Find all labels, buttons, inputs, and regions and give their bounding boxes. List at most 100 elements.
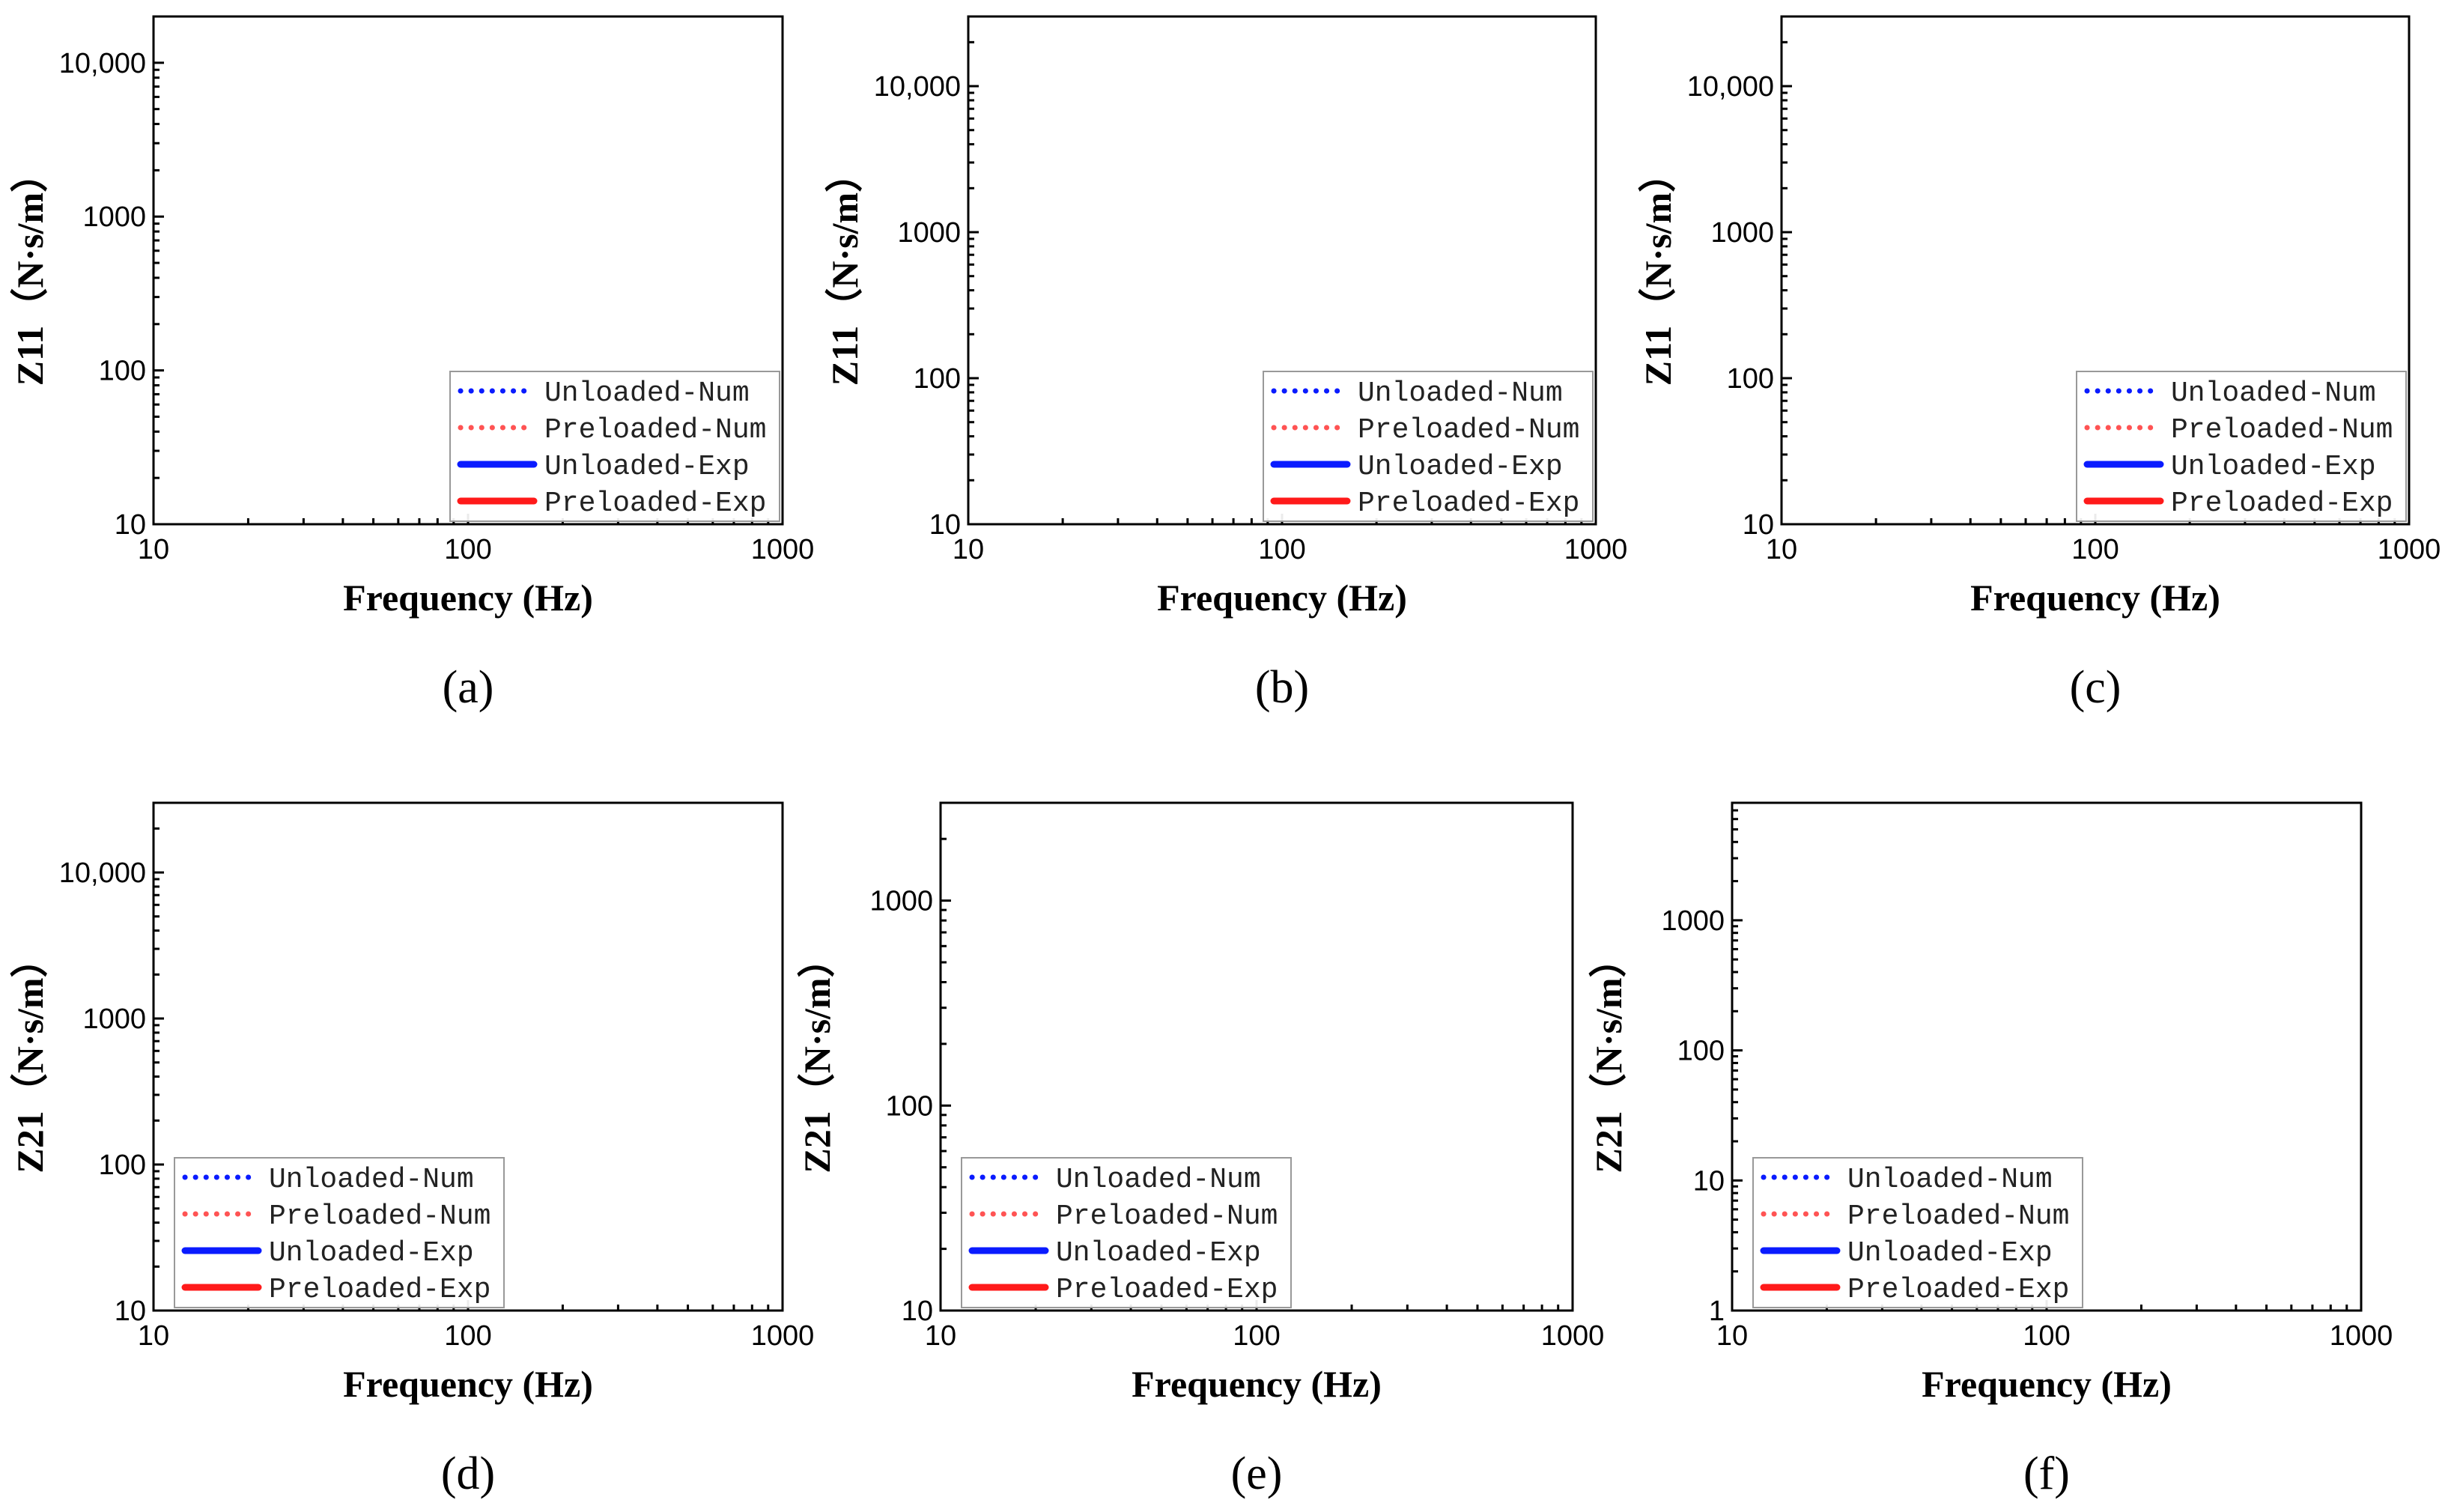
y-tick-label: 1000 xyxy=(1710,217,1774,249)
y-tick-label: 100 xyxy=(1727,363,1774,395)
x-axis-title: Frequency (Hz) xyxy=(343,1363,593,1405)
legend-a: Unloaded-Num Preloaded-Num Unloaded-Exp Pre… xyxy=(449,371,780,522)
x-axis-title: Frequency (Hz) xyxy=(1970,577,2220,619)
y-tick-label: 10,000 xyxy=(1687,71,1774,103)
legend-label: Unloaded-Exp xyxy=(1847,1237,2053,1269)
legend-label: Preloaded-Exp xyxy=(1358,488,1579,520)
legend-box xyxy=(2076,371,2407,522)
panel-label: (f) xyxy=(2023,1448,2070,1499)
x-tick-label: 100 xyxy=(1258,534,1305,565)
x-axis-title: Frequency (Hz) xyxy=(1157,577,1407,619)
y-tick-label: 10 xyxy=(115,1296,146,1327)
legend-label: Preloaded-Num xyxy=(2171,414,2393,446)
x-tick-label: 1000 xyxy=(2378,534,2441,565)
legend-b: Unloaded-Num Preloaded-Num Unloaded-Exp Pre… xyxy=(1263,371,1594,522)
legend-label: Unloaded-Exp xyxy=(2171,451,2376,483)
x-tick-label: 1000 xyxy=(1541,1320,1605,1352)
y-axis-title: Z11（N·s/m） xyxy=(9,155,51,386)
y-tick-label: 100 xyxy=(914,363,961,395)
chart-panel-a: 10 100 1000 10 100 1000 10,000 Frequency (Hz) Z1… xyxy=(9,15,815,713)
y-tick-label: 10 xyxy=(902,1296,933,1327)
chart-panel-b: 10 100 1000 10 100 1000 10,000 Frequency (Hz) Z1… xyxy=(824,15,1628,713)
y-tick-label: 1 xyxy=(1709,1296,1725,1327)
x-tick-label: 100 xyxy=(2071,534,2119,565)
legend-label: Unloaded-Exp xyxy=(1056,1237,1261,1269)
y-axis-title: Z21（N·s/m） xyxy=(9,940,51,1173)
x-tick-label: 10 xyxy=(925,1320,956,1352)
x-tick-label: 100 xyxy=(2023,1320,2070,1352)
legend-box xyxy=(1263,371,1594,522)
legend-label: Unloaded-Exp xyxy=(1358,451,1563,483)
y-tick-label: 10,000 xyxy=(59,857,146,889)
x-tick-label: 10 xyxy=(138,534,169,565)
y-tick-label: 1000 xyxy=(82,201,146,233)
legend-d: Unloaded-Num Preloaded-Num Unloaded-Exp Pre… xyxy=(174,1157,505,1308)
y-tick-label: 1000 xyxy=(869,886,933,917)
legend-label: Preloaded-Exp xyxy=(269,1274,490,1306)
legend-label: Preloaded-Exp xyxy=(1847,1274,2069,1306)
x-tick-label: 10 xyxy=(1766,534,1797,565)
legend-box xyxy=(1752,1157,2083,1308)
x-tick-label: 1000 xyxy=(751,1320,815,1352)
x-tick-label: 1000 xyxy=(2330,1320,2393,1352)
legend-label: Unloaded-Num xyxy=(1358,377,1563,410)
y-tick-label: 100 xyxy=(1677,1036,1725,1067)
legend-label: Preloaded-Num xyxy=(1847,1200,2069,1233)
legend-label: Preloaded-Num xyxy=(544,414,766,446)
panel-label: (b) xyxy=(1255,662,1309,713)
legend-label: Preloaded-Exp xyxy=(1056,1274,1278,1306)
y-tick-label: 1000 xyxy=(897,217,961,249)
x-tick-label: 10 xyxy=(953,534,984,565)
legend-f: Unloaded-Num Preloaded-Num Unloaded-Exp Pre… xyxy=(1752,1157,2083,1308)
panel-label: (d) xyxy=(441,1448,495,1499)
legend-label: Preloaded-Exp xyxy=(2171,488,2393,520)
legend-label: Unloaded-Num xyxy=(544,377,750,410)
x-axis-title: Frequency (Hz) xyxy=(343,577,593,619)
y-tick-label: 10 xyxy=(115,509,146,541)
panel-label: (c) xyxy=(2070,662,2122,713)
y-tick-label: 10,000 xyxy=(59,48,146,79)
y-tick-label: 10 xyxy=(929,509,961,541)
y-tick-label: 100 xyxy=(99,356,146,387)
legend-label: Preloaded-Num xyxy=(269,1200,490,1233)
legend-box xyxy=(961,1157,1292,1308)
legend-c: Unloaded-Num Preloaded-Num Unloaded-Exp Pre… xyxy=(2076,371,2407,522)
legend-label: Preloaded-Num xyxy=(1056,1200,1278,1233)
y-tick-label: 100 xyxy=(886,1090,933,1122)
y-tick-label: 1000 xyxy=(1661,905,1725,937)
chart-panel-d: 10 100 1000 10 100 1000 10,000 Frequency (Hz) Z2… xyxy=(9,801,815,1499)
y-axis-title: Z21（N·s/m） xyxy=(796,940,838,1173)
x-axis-title: Frequency (Hz) xyxy=(1132,1363,1382,1405)
panel-label: (a) xyxy=(443,662,494,713)
legend-box xyxy=(174,1157,505,1308)
chart-panel-e: 10 100 1000 10 100 1000 Frequency (Hz) Z21（N·s/… xyxy=(796,801,1605,1499)
legend-label: Unloaded-Num xyxy=(269,1164,474,1196)
x-tick-label: 10 xyxy=(138,1320,169,1352)
panel-label: (e) xyxy=(1231,1448,1283,1499)
y-axis-title: Z21（N·s/m） xyxy=(1588,940,1630,1173)
x-tick-label: 1000 xyxy=(1564,534,1628,565)
x-tick-label: 1000 xyxy=(751,534,815,565)
legend-label: Unloaded-Exp xyxy=(269,1237,474,1269)
y-tick-label: 10 xyxy=(1693,1165,1725,1197)
y-tick-label: 10,000 xyxy=(874,71,961,103)
x-tick-label: 100 xyxy=(1233,1320,1280,1352)
y-tick-label: 10 xyxy=(1743,509,1774,541)
x-axis-title: Frequency (Hz) xyxy=(1922,1363,2172,1405)
legend-e: Unloaded-Num Preloaded-Num Unloaded-Exp Pre… xyxy=(961,1157,1292,1308)
y-axis-title: Z11（N·s/m） xyxy=(824,155,866,386)
y-axis-title: Z11（N·s/m） xyxy=(1637,155,1679,386)
legend-label: Preloaded-Exp xyxy=(544,488,766,520)
x-tick-label: 10 xyxy=(1716,1320,1748,1352)
y-tick-label: 1000 xyxy=(82,1004,146,1035)
legend-label: Preloaded-Num xyxy=(1358,414,1579,446)
legend-label: Unloaded-Num xyxy=(1847,1164,2053,1196)
chart-panel-c: 10 100 1000 10 100 1000 10,000 Frequency (Hz) Z1… xyxy=(1637,15,2441,713)
legend-label: Unloaded-Num xyxy=(1056,1164,1261,1196)
x-tick-label: 100 xyxy=(444,1320,491,1352)
legend-label: Unloaded-Num xyxy=(2171,377,2376,410)
y-tick-label: 100 xyxy=(99,1150,146,1181)
x-tick-label: 100 xyxy=(444,534,491,565)
